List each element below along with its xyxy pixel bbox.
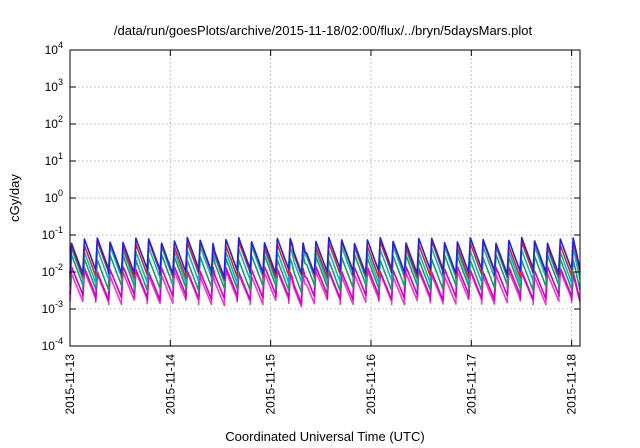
series-line [69, 265, 581, 305]
series-layer [69, 236, 581, 308]
x-tick-label: 2015-11-16 [364, 354, 378, 415]
y-tick-label: 102 [45, 114, 63, 131]
x-tick-label: 2015-11-14 [163, 354, 177, 415]
y-ticks: 104 103 102 101 100 10-1 10-2 10-3 10-4 [42, 40, 580, 353]
x-axis-label: Coordinated Universal Time (UTC) [225, 429, 424, 444]
y-axis-label: cGy/day [7, 174, 22, 222]
x-tick-label: 2015-11-17 [464, 354, 478, 415]
y-tick-label: 104 [45, 40, 63, 57]
x-tick-label: 2015-11-15 [264, 354, 278, 415]
series-line [69, 236, 581, 279]
y-tick-label: 10-2 [42, 262, 63, 279]
y-tick-label: 100 [45, 188, 63, 205]
y-tick-label: 10-3 [42, 299, 63, 316]
y-tick-label: 10-4 [42, 336, 63, 353]
y-tick-label: 103 [45, 77, 63, 94]
y-tick-label: 101 [45, 151, 63, 168]
chart-title: /data/run/goesPlots/archive/2015-11-18/0… [114, 23, 533, 38]
series-line [69, 270, 581, 308]
x-tick-label: 2015-11-13 [63, 354, 77, 415]
x-ticks: 2015-11-13 2015-11-14 2015-11-15 2015-11-16… [63, 50, 579, 415]
y-tick-label: 10-1 [42, 225, 63, 242]
series-line [69, 253, 581, 294]
grid [70, 50, 580, 346]
x-tick-label: 2015-11-18 [565, 354, 579, 415]
series-line [69, 245, 581, 284]
